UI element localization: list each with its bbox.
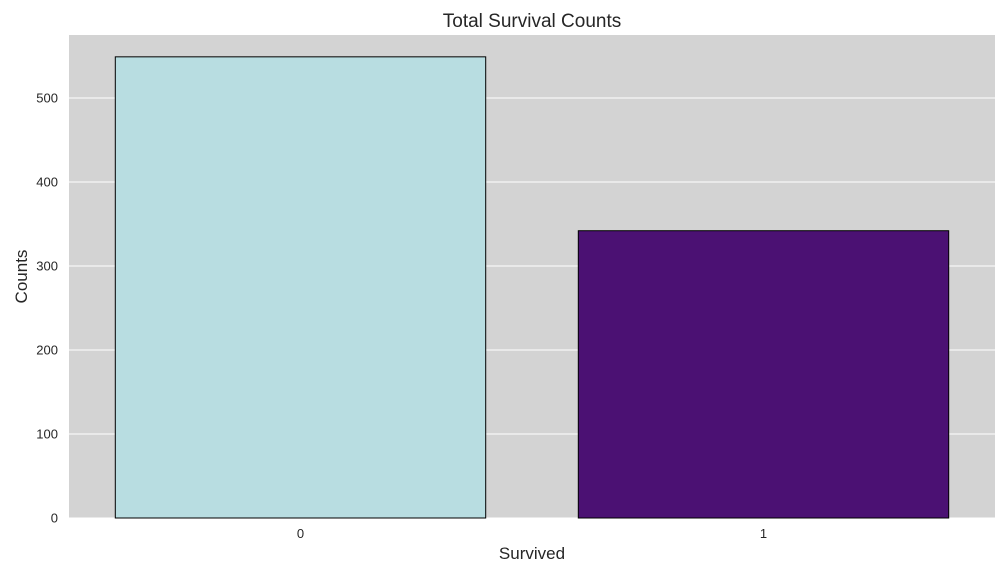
y-tick-label: 100 <box>36 427 58 442</box>
y-tick-label: 0 <box>51 511 58 526</box>
y-tick-label: 200 <box>36 343 58 358</box>
y-tick-label: 300 <box>36 259 58 274</box>
y-axis-label: Counts <box>12 250 31 304</box>
bar-0 <box>114 56 487 519</box>
x-tick-label: 0 <box>297 526 304 541</box>
y-tick-label: 400 <box>36 175 58 190</box>
bars <box>114 56 950 519</box>
x-axis-label: Survived <box>499 544 565 563</box>
y-tick-label: 500 <box>36 91 58 106</box>
chart-title: Total Survival Counts <box>443 11 621 32</box>
bar-1 <box>577 230 950 519</box>
x-tick-label: 1 <box>760 526 767 541</box>
y-axis-ticks: 0 100 200 300 400 500 <box>36 91 58 526</box>
